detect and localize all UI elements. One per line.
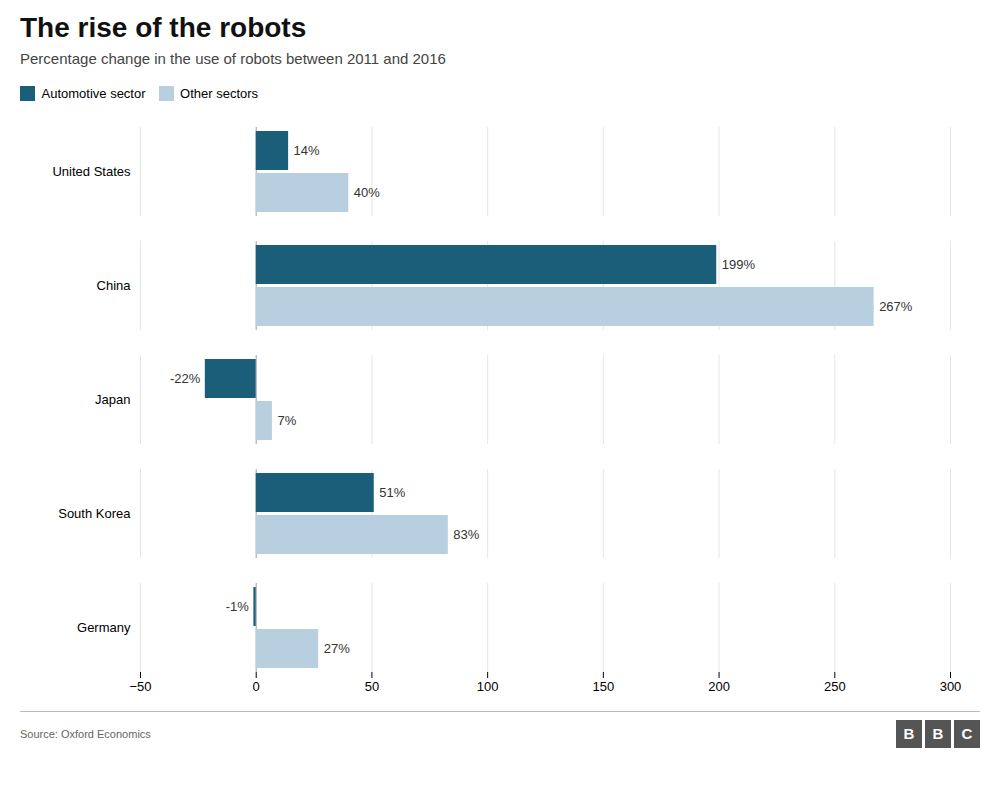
- svg-text:Germany: Germany: [77, 620, 131, 635]
- svg-text:300: 300: [940, 678, 962, 693]
- svg-text:250: 250: [824, 678, 846, 693]
- svg-text:150: 150: [593, 678, 615, 693]
- svg-text:7%: 7%: [277, 413, 296, 428]
- html-text:Source: Oxford Economics: Source: Oxford Economics: [20, 727, 151, 740]
- svg-text:27%: 27%: [324, 641, 350, 656]
- html-text:C: C: [961, 724, 973, 742]
- html-text:B: B: [903, 724, 915, 742]
- svg-text:0: 0: [253, 678, 260, 693]
- svg-text:Japan: Japan: [95, 392, 130, 407]
- html-text:Automotive sector: Automotive sector: [41, 86, 146, 101]
- html-text:The rise of the robots: The rise of the robots: [20, 12, 307, 43]
- svg-text:199%: 199%: [722, 257, 756, 272]
- html-text:Other sectors: Other sectors: [180, 86, 259, 101]
- svg-text:South Korea: South Korea: [58, 506, 131, 521]
- svg-text:14%: 14%: [294, 143, 320, 158]
- svg-text:200: 200: [708, 678, 730, 693]
- svg-text:40%: 40%: [354, 185, 380, 200]
- svg-text:China: China: [97, 278, 132, 293]
- html-text:B: B: [932, 724, 944, 742]
- svg-text:50: 50: [365, 678, 379, 693]
- html-text:Percentage change in the use o: Percentage change in the use of robots b…: [20, 50, 446, 67]
- svg-text:51%: 51%: [379, 485, 405, 500]
- svg-text:-1%: -1%: [226, 599, 250, 614]
- svg-text:83%: 83%: [453, 527, 479, 542]
- svg-text:267%: 267%: [879, 299, 913, 314]
- svg-text:100: 100: [477, 678, 499, 693]
- svg-text:United States: United States: [52, 164, 131, 179]
- svg-text:-22%: -22%: [170, 371, 201, 386]
- svg-text:−50: −50: [129, 678, 151, 693]
